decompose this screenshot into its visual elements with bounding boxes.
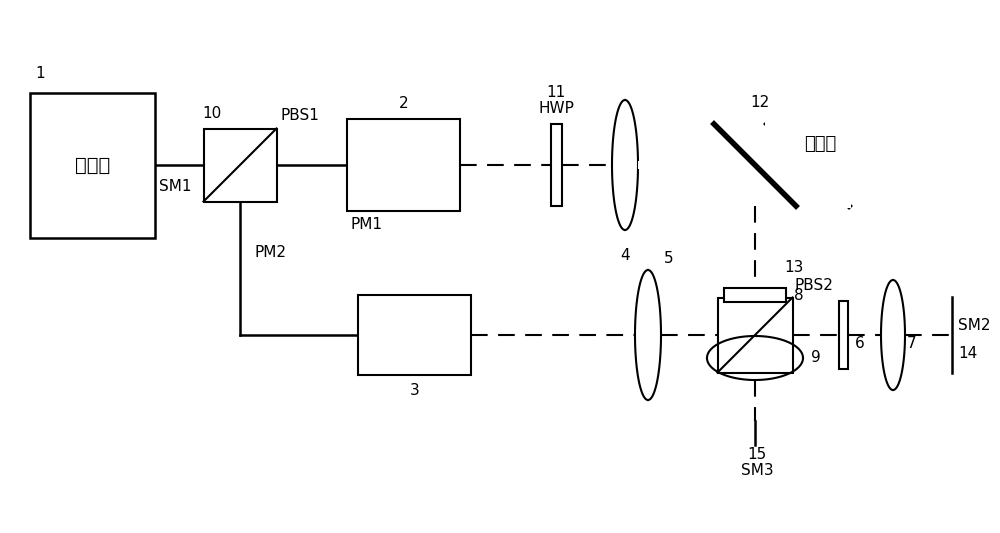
Bar xyxy=(724,288,786,302)
Text: HWP: HWP xyxy=(538,101,574,116)
Bar xyxy=(347,119,460,211)
Text: 12: 12 xyxy=(750,95,770,110)
Bar xyxy=(550,124,562,206)
Text: 7: 7 xyxy=(907,335,917,351)
Text: 9: 9 xyxy=(811,351,821,366)
Text: 3: 3 xyxy=(410,383,419,398)
Bar xyxy=(358,295,471,375)
Bar xyxy=(765,92,851,208)
Text: 15: 15 xyxy=(747,447,767,462)
Text: 反射镜: 反射镜 xyxy=(804,135,836,154)
Text: 6: 6 xyxy=(855,335,865,351)
Text: SM2: SM2 xyxy=(958,318,990,333)
Text: 5: 5 xyxy=(664,251,674,266)
Text: 反射镜: 反射镜 xyxy=(857,120,889,138)
Bar xyxy=(718,297,792,373)
Bar xyxy=(204,128,276,201)
Text: 13: 13 xyxy=(784,261,804,276)
Text: PBS1: PBS1 xyxy=(280,108,319,123)
Text: 1: 1 xyxy=(35,66,45,80)
Text: 10: 10 xyxy=(202,106,221,120)
Text: 14: 14 xyxy=(958,345,977,360)
Text: 11: 11 xyxy=(546,85,566,100)
Text: PM1: PM1 xyxy=(351,217,383,232)
Text: 2: 2 xyxy=(399,96,408,111)
Text: SM3: SM3 xyxy=(741,463,773,478)
Text: PBS2: PBS2 xyxy=(794,278,833,293)
Text: SM1: SM1 xyxy=(159,179,191,194)
Bar xyxy=(638,161,805,169)
Text: 12: 12 xyxy=(793,97,813,112)
Bar xyxy=(30,93,155,238)
Bar xyxy=(838,301,848,369)
Bar xyxy=(849,105,1000,185)
Text: 4: 4 xyxy=(620,248,630,263)
Text: 激光器: 激光器 xyxy=(75,156,110,174)
Text: 8: 8 xyxy=(794,287,804,303)
Text: PM2: PM2 xyxy=(255,245,287,260)
